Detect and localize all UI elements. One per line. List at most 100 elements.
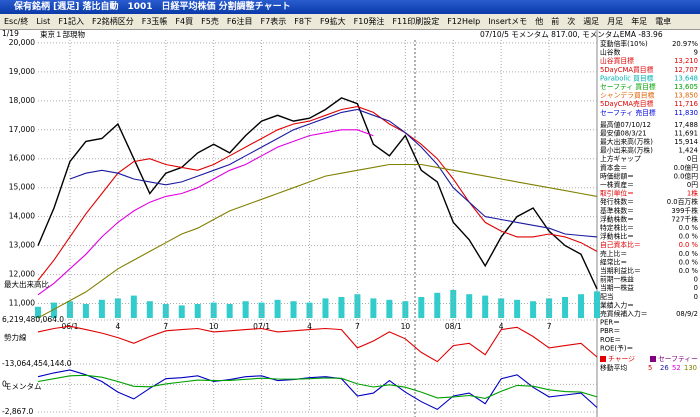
volume-bar xyxy=(514,299,521,318)
menu-item[interactable]: F12Help xyxy=(447,17,481,26)
y-tick-label: 11,000 xyxy=(9,299,35,308)
title-bar: 保有銘柄 [週足] 落比自動 1001 日経平均株価 分割調整チャート xyxy=(0,0,700,14)
panel-title: 勢力線 xyxy=(4,332,27,342)
series-line xyxy=(37,369,598,411)
info-value: 15,914 xyxy=(674,138,698,146)
series-line xyxy=(37,325,598,363)
info-label: 当期一株益 xyxy=(600,283,634,292)
window-title: 保有銘柄 [週足] 落比自動 1001 日経平均株価 分割調整チャート xyxy=(14,2,291,12)
volume-bar xyxy=(386,299,393,318)
info-value: 12,707 xyxy=(674,66,698,74)
menu-item[interactable]: F9拡大 xyxy=(319,17,346,26)
series-line xyxy=(69,108,598,238)
info-label: 最安値08/3/21 xyxy=(600,128,647,137)
x-tick-label: 4 xyxy=(115,322,120,331)
info-label: 業績入力＝ xyxy=(600,300,634,309)
x-tick-label: 4 xyxy=(307,322,312,331)
info-label: 特定株比＝ xyxy=(600,223,634,232)
volume-bar xyxy=(594,291,600,318)
y-tick-label: 17,000 xyxy=(9,125,35,134)
x-tick-label: 4 xyxy=(499,322,504,331)
info-value: 0日 xyxy=(687,155,698,163)
menu-item[interactable]: 年足 xyxy=(631,17,648,26)
series-line xyxy=(37,106,598,281)
menu-item[interactable]: F6注目 xyxy=(226,17,253,26)
info-value: 727千株 xyxy=(671,214,698,223)
y-tick-label: 19,000 xyxy=(9,67,35,76)
info-label: セーフティ 買目標 xyxy=(600,82,656,91)
info-value: 17,488 xyxy=(674,121,698,129)
volume-bar xyxy=(370,298,377,318)
volume-bar xyxy=(402,301,409,318)
menu-item[interactable]: F11印刷設定 xyxy=(392,17,440,26)
x-tick-label: 7 xyxy=(547,322,552,331)
info-value: 0.0 % xyxy=(679,267,699,275)
menu-item[interactable]: 電卓 xyxy=(655,17,672,26)
info-label: 山谷数 xyxy=(600,48,621,57)
x-tick-label: 07/1 xyxy=(253,322,270,331)
ma-label: 移動平均 xyxy=(600,363,627,372)
legend-swatch xyxy=(650,356,656,362)
volume-bar xyxy=(562,297,569,318)
volume-bar xyxy=(35,306,41,318)
ma-period: 130 xyxy=(684,364,697,372)
info-value: 13,648 xyxy=(674,74,698,82)
info-label: 配当 xyxy=(600,292,614,301)
page-indicator: 1/19 xyxy=(2,30,19,38)
menu-item[interactable]: 前 xyxy=(551,17,560,26)
info-label: 山谷買目標 xyxy=(600,56,634,65)
info-label: 5DayCMA買目標 xyxy=(600,65,654,74)
volume-bar xyxy=(418,297,425,318)
info-value: 399千株 xyxy=(671,206,698,215)
volume-bar xyxy=(290,301,297,318)
menu-item[interactable]: Esc/終 xyxy=(4,17,29,26)
info-value: 1株 xyxy=(687,189,698,198)
indicator-readout: 07/10/5 モメンタム 817.00, モメンタムEMA -83.96 xyxy=(480,30,663,39)
info-value: 13,605 xyxy=(674,83,698,91)
menu-item[interactable]: F3玉帳 xyxy=(141,17,168,26)
y-tick-label: 6,219,480,064.0 xyxy=(2,315,64,324)
volume-bar xyxy=(130,295,137,318)
volume-label: 最大出来高比 xyxy=(4,279,49,289)
info-label: シャンデラ買目標 xyxy=(600,91,655,100)
info-label: 最高値07/10/12 xyxy=(600,120,651,129)
x-tick-label: 10 xyxy=(401,322,411,331)
menu-item[interactable]: List xyxy=(36,17,51,26)
y-tick-label: 15,000 xyxy=(9,183,35,192)
x-tick-label: 7 xyxy=(355,322,360,331)
info-value: 9 xyxy=(694,49,698,57)
menu-item[interactable]: F4買 xyxy=(175,17,194,26)
info-label: 最小出来高(万株) xyxy=(600,146,653,155)
menu-item[interactable]: Insertメモ xyxy=(488,17,528,26)
chart: 1/19 東京１部現物 07/10/5 モメンタム 817.00, モメンタムE… xyxy=(0,30,700,417)
menu-item[interactable]: 月足 xyxy=(607,17,624,26)
volume-bar xyxy=(226,304,233,318)
info-label: 基準株数＝ xyxy=(600,206,634,215)
ma-period: 52 xyxy=(672,364,681,372)
volume-bar xyxy=(146,301,153,318)
menu-item[interactable]: F2銘柄区分 xyxy=(92,17,134,26)
volume-bar xyxy=(114,298,121,318)
menu-item[interactable]: 週足 xyxy=(583,17,600,26)
volume-bar xyxy=(242,301,249,318)
info-value: 20.97% xyxy=(672,40,698,48)
volume-bar xyxy=(434,292,441,318)
x-tick-label: 10 xyxy=(209,322,219,331)
menu-item[interactable]: F7表示 xyxy=(260,17,287,26)
info-label: 最大出来高(万株) xyxy=(600,137,653,146)
menu-item[interactable]: 次 xyxy=(567,17,576,26)
info-value: 0.0 % xyxy=(679,233,699,241)
menu-item[interactable]: 他 xyxy=(535,17,544,26)
menu-item[interactable]: F5売 xyxy=(201,17,219,26)
volume-bar xyxy=(546,298,553,318)
info-label: 浮動株数＝ xyxy=(600,214,634,223)
volume-bar xyxy=(98,299,105,318)
menu-item[interactable]: F10発注 xyxy=(353,17,385,26)
volume-bar xyxy=(82,304,89,318)
info-value: 0.0億円 xyxy=(674,171,699,180)
info-label: 上方ギャップ xyxy=(600,154,641,163)
menu-item[interactable]: F1記入 xyxy=(58,17,85,26)
menu-item[interactable]: F8下 xyxy=(294,17,312,26)
info-label: 経常比＝ xyxy=(600,257,627,266)
